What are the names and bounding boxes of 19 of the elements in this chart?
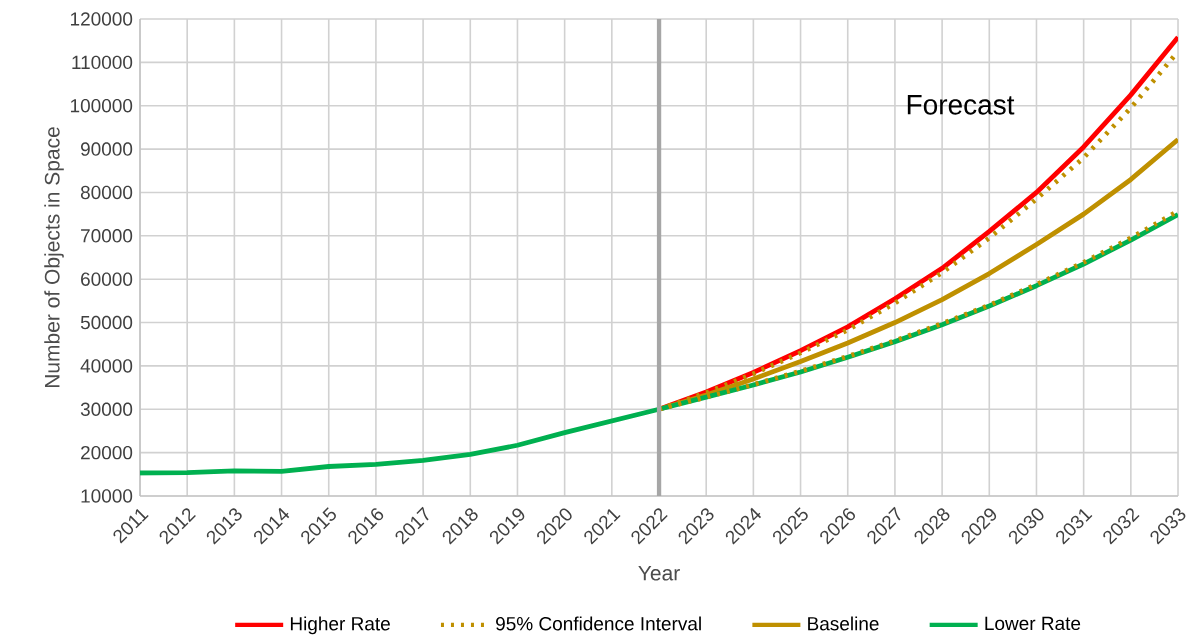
y-tick-label: 40000 [80,359,133,373]
y-tick-label: 110000 [72,55,133,70]
y-tick-label: 70000 [81,229,133,243]
legend-label: Lower Rate [985,616,1081,631]
y-tick-label: 60000 [81,272,133,286]
y-tick-label: 80000 [80,185,133,200]
y-tick-label: 20000 [81,445,133,460]
legend-label: Higher Rate [290,616,390,635]
y-axis-title: Number of Objects in Space [44,127,64,388]
x-axis-title: Year [638,565,680,581]
y-tick-label: 50000 [80,315,133,330]
y-tick-label: 10000 [81,489,133,503]
y-tick-label: 120000 [70,12,133,26]
y-tick-label: 30000 [80,402,133,416]
y-tick-label: 100000 [70,98,133,113]
annotation: Forecast [907,95,1015,115]
y-tick-label: 90000 [80,142,133,156]
legend-label: Baseline [808,616,879,631]
legend-label: 95% Confidence Interval [496,616,701,631]
